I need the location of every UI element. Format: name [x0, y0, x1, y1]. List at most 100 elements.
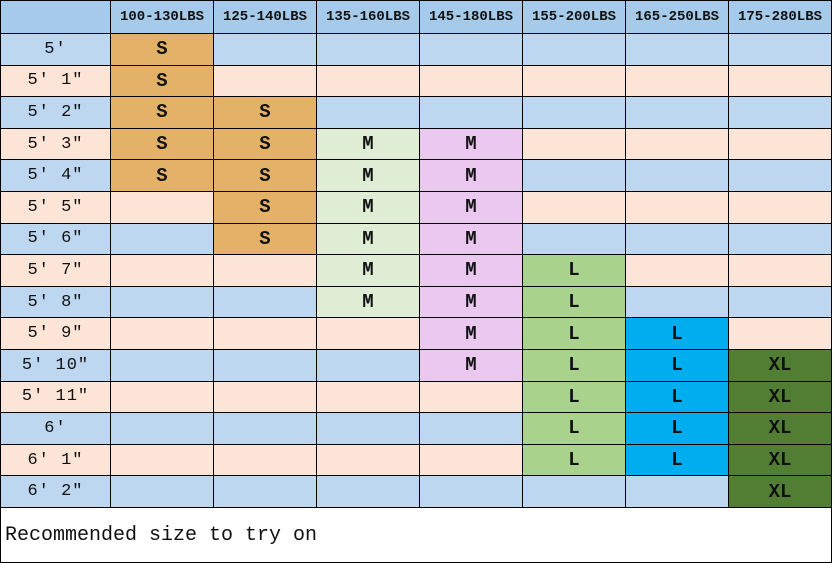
- empty-cell: [316, 443, 420, 477]
- empty-cell: [316, 380, 420, 414]
- size-cell-s: S: [213, 96, 317, 129]
- height-label: 5′ 8″: [0, 285, 111, 319]
- size-cell-xl: XL: [728, 475, 832, 508]
- size-cell-l: L: [522, 317, 626, 350]
- height-label: 5′ 11″: [0, 380, 111, 414]
- empty-cell: [316, 96, 420, 129]
- size-table: 100-130LBS 125-140LBS 135-160LBS 145-180LBS…: [0, 0, 832, 508]
- empty-cell: [316, 317, 420, 350]
- empty-cell: [625, 33, 729, 66]
- empty-cell: [728, 222, 832, 256]
- size-cell-l: L: [522, 380, 626, 414]
- empty-cell: [110, 317, 214, 350]
- empty-cell: [522, 64, 626, 98]
- size-cell-l: L: [625, 412, 729, 445]
- empty-cell: [419, 33, 523, 66]
- size-cell-l: L: [522, 254, 626, 287]
- empty-cell: [728, 33, 832, 66]
- size-cell-xl: XL: [728, 412, 832, 445]
- table-row: 5′ S: [0, 33, 832, 66]
- empty-cell: [316, 64, 420, 98]
- weight-header: 100-130LBS: [110, 0, 214, 34]
- empty-cell: [728, 254, 832, 287]
- size-cell-l: L: [625, 443, 729, 477]
- empty-cell: [213, 348, 317, 382]
- size-cell-m: M: [419, 348, 523, 382]
- empty-cell: [110, 254, 214, 287]
- table-row: 5′ 6″ S M M: [0, 222, 832, 256]
- size-cell-m: M: [316, 127, 420, 161]
- empty-cell: [110, 348, 214, 382]
- empty-cell: [625, 190, 729, 224]
- empty-cell: [110, 380, 214, 414]
- height-label: 5′ 3″: [0, 127, 111, 161]
- size-cell-s: S: [110, 159, 214, 192]
- table-row: 5′ 5″ S M M: [0, 190, 832, 224]
- empty-cell: [522, 222, 626, 256]
- table-row: 5′ 11″ L L XL: [0, 380, 832, 414]
- size-cell-m: M: [316, 159, 420, 192]
- size-cell-l: L: [522, 285, 626, 319]
- size-cell-s: S: [110, 33, 214, 66]
- height-label: 6′ 2″: [0, 475, 111, 508]
- size-cell-s: S: [110, 96, 214, 129]
- size-cell-l: L: [625, 317, 729, 350]
- size-cell-xl: XL: [728, 443, 832, 477]
- height-label: 5′ 10″: [0, 348, 111, 382]
- weight-header: 175-280LBS: [728, 0, 832, 34]
- empty-cell: [419, 412, 523, 445]
- empty-cell: [316, 33, 420, 66]
- size-cell-m: M: [419, 285, 523, 319]
- size-cell-m: M: [316, 285, 420, 319]
- empty-cell: [110, 412, 214, 445]
- size-cell-xl: XL: [728, 380, 832, 414]
- empty-cell: [316, 412, 420, 445]
- height-label: 5′ 4″: [0, 159, 111, 192]
- empty-cell: [728, 190, 832, 224]
- empty-cell: [213, 475, 317, 508]
- empty-cell: [213, 254, 317, 287]
- empty-cell: [522, 475, 626, 508]
- height-label: 6′: [0, 412, 111, 445]
- empty-cell: [625, 159, 729, 192]
- table-row: 5′ 2″ S S: [0, 96, 832, 129]
- empty-cell: [419, 443, 523, 477]
- empty-cell: [728, 64, 832, 98]
- weight-header: 165-250LBS: [625, 0, 729, 34]
- empty-cell: [213, 317, 317, 350]
- table-row: 5′ 8″ M M L: [0, 285, 832, 319]
- empty-cell: [213, 33, 317, 66]
- size-cell-s: S: [110, 127, 214, 161]
- empty-cell: [728, 317, 832, 350]
- weight-header: 145-180LBS: [419, 0, 523, 34]
- empty-cell: [213, 285, 317, 319]
- table-row: 6′ 2″ XL: [0, 475, 832, 508]
- size-cell-l: L: [522, 412, 626, 445]
- empty-cell: [419, 96, 523, 129]
- empty-cell: [522, 190, 626, 224]
- size-cell-l: L: [522, 348, 626, 382]
- table-row: 6′ L L XL: [0, 412, 832, 445]
- height-label: 5′ 5″: [0, 190, 111, 224]
- empty-cell: [625, 285, 729, 319]
- empty-cell: [213, 64, 317, 98]
- height-label: 5′ 2″: [0, 96, 111, 129]
- empty-cell: [522, 159, 626, 192]
- height-label: 5′ 6″: [0, 222, 111, 256]
- table-row: 5′ 1″ S: [0, 64, 832, 98]
- empty-cell: [110, 443, 214, 477]
- empty-cell: [213, 412, 317, 445]
- empty-cell: [213, 380, 317, 414]
- table-row: 5′ 7″ M M L: [0, 254, 832, 287]
- empty-cell: [110, 475, 214, 508]
- empty-cell: [728, 285, 832, 319]
- empty-cell: [522, 127, 626, 161]
- empty-cell: [625, 64, 729, 98]
- size-cell-m: M: [419, 127, 523, 161]
- weight-header: 155-200LBS: [522, 0, 626, 34]
- table-row: 5′ 3″ S S M M: [0, 127, 832, 161]
- size-cell-m: M: [419, 190, 523, 224]
- size-cell-s: S: [110, 64, 214, 98]
- height-label: 5′ 9″: [0, 317, 111, 350]
